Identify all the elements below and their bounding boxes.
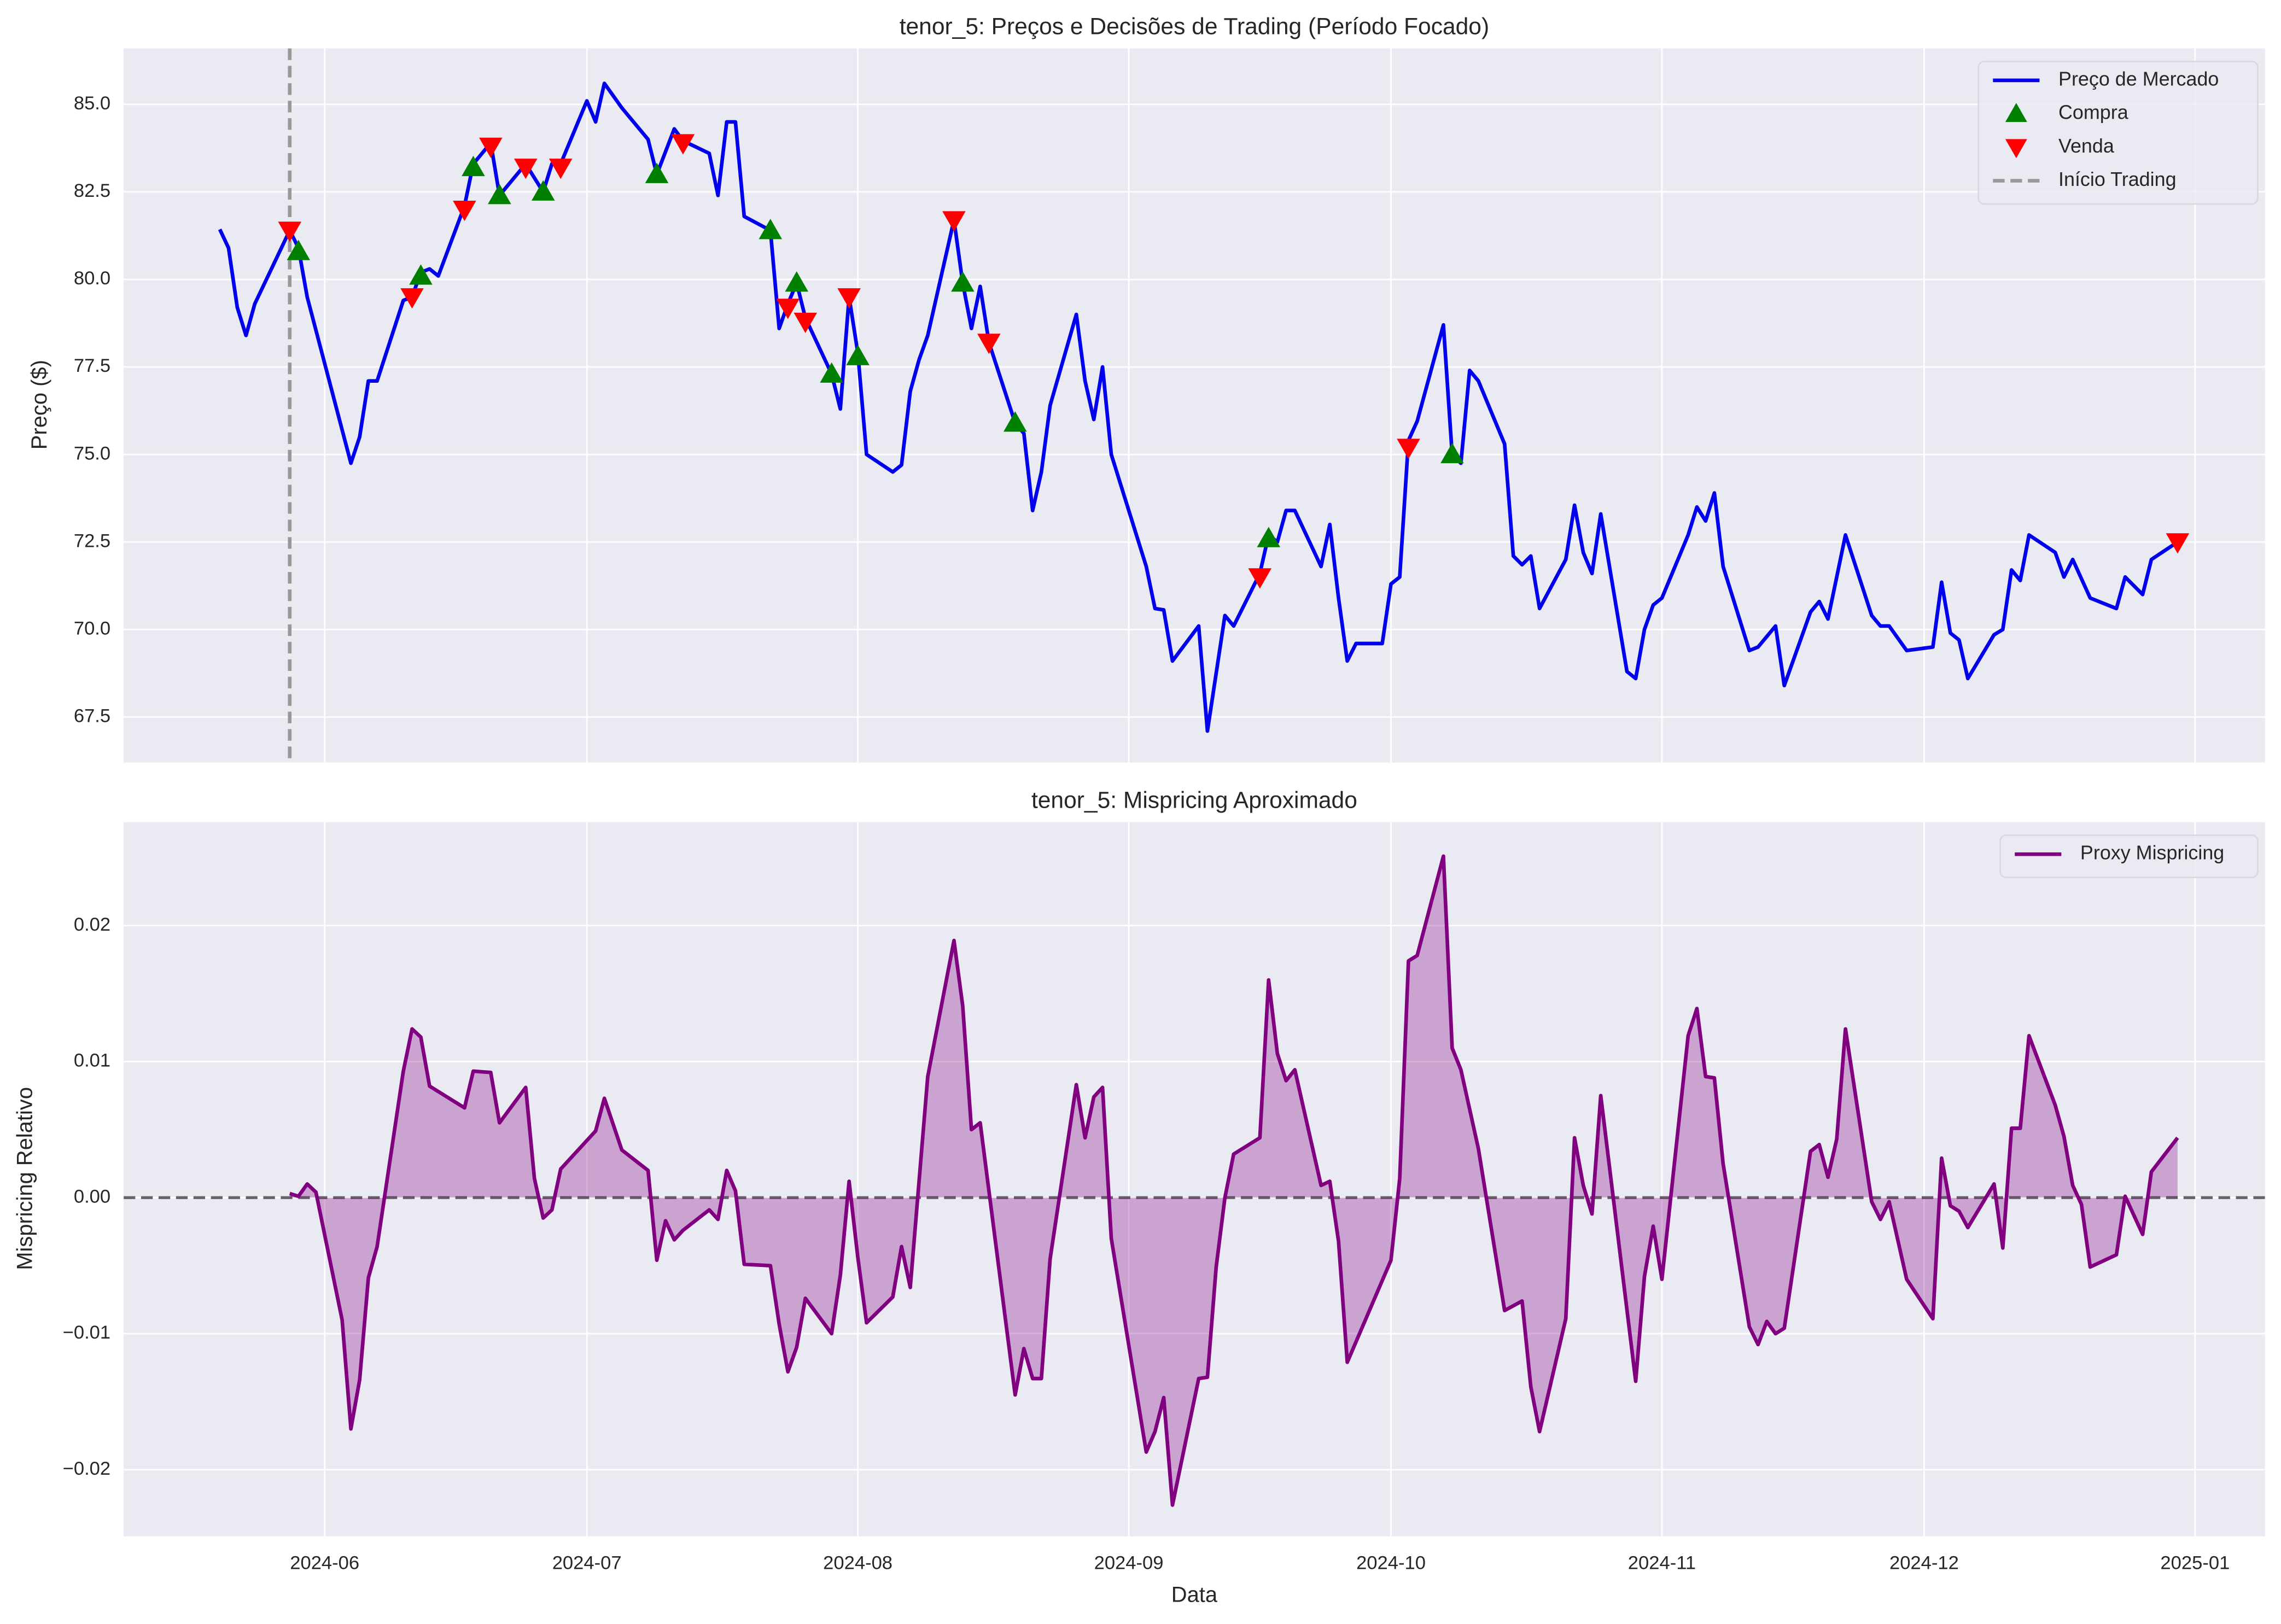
marker: [278, 221, 302, 242]
marker: [1004, 411, 1027, 432]
legend-box: [1977, 61, 2259, 205]
chart-title: tenor_5: Mispricing Aproximado: [1031, 787, 1357, 814]
x-tick-label: 2024-06: [290, 1552, 359, 1573]
marker: [645, 162, 669, 183]
legend-label: Proxy Mispricing: [2080, 842, 2224, 864]
legend-label: Venda: [2058, 135, 2114, 157]
line: [289, 854, 2179, 1507]
plot-marks: [218, 48, 2190, 763]
y-tick-label: −0.01: [63, 1322, 111, 1343]
marker: [453, 201, 476, 221]
y-tick-label: 75.0: [74, 443, 110, 464]
y-tick-label: 82.5: [74, 180, 110, 201]
marker: [759, 219, 783, 239]
marker: [794, 312, 817, 334]
marker: [977, 334, 1001, 354]
marker: [2166, 533, 2190, 554]
y-tick-label: 0.00: [74, 1186, 110, 1207]
legend-swatch: [2005, 103, 2027, 122]
marker: [287, 239, 311, 260]
x-tick-label: 2024-10: [1356, 1552, 1426, 1573]
marker: [942, 211, 966, 232]
legend-label: Início Trading: [2058, 168, 2177, 190]
x-tick-label: 2024-09: [1094, 1552, 1164, 1573]
y-tick-label: 0.02: [74, 914, 110, 935]
y-tick-label: 67.5: [74, 705, 110, 726]
x-tick-label: 2024-08: [823, 1552, 892, 1573]
y-axis-label: Mispricing Relativo: [13, 1087, 37, 1270]
y-tick-label: 80.0: [74, 268, 110, 289]
marker: [531, 180, 555, 201]
y-tick-label: 72.5: [74, 530, 110, 551]
y-tick-label: 70.0: [74, 618, 110, 639]
marker: [488, 184, 511, 205]
x-axis-label: Data: [1171, 1582, 1218, 1607]
marker: [514, 159, 538, 179]
marker: [671, 134, 695, 155]
marker: [820, 362, 843, 383]
marker: [951, 271, 975, 292]
marker: [479, 137, 503, 159]
x-tick-label: 2024-07: [552, 1552, 622, 1573]
marker: [549, 159, 573, 179]
marker: [1440, 442, 1464, 464]
x-tick-label: 2025-01: [2160, 1552, 2230, 1573]
x-tick-label: 2024-12: [1889, 1552, 1959, 1573]
marker: [776, 299, 800, 319]
marker: [837, 288, 861, 309]
legend-swatch: [2005, 139, 2027, 159]
y-tick-label: 77.5: [74, 355, 110, 376]
x-tick-label: 2024-11: [1628, 1552, 1696, 1573]
plot-area: [124, 822, 2265, 1537]
marker: [1397, 439, 1420, 459]
marker: [462, 155, 485, 177]
chart-title: tenor_5: Preços e Decisões de Trading (P…: [900, 13, 1489, 39]
y-axis-label: Preço ($): [27, 360, 51, 449]
legend-label: Preço de Mercado: [2058, 67, 2219, 90]
marker: [409, 264, 433, 285]
legend-box: [1999, 834, 2259, 879]
marker: [785, 271, 809, 292]
area-fill: [289, 856, 2178, 1505]
marker: [400, 288, 424, 309]
y-tick-label: 0.01: [74, 1050, 110, 1071]
plot-marks: [124, 854, 2265, 1507]
marker: [1248, 568, 1272, 589]
marker: [846, 344, 870, 365]
legend-label: Compra: [2058, 101, 2128, 124]
y-tick-label: 85.0: [74, 93, 110, 114]
y-tick-label: −0.02: [63, 1458, 111, 1479]
marker: [1257, 527, 1281, 547]
plot-area: [124, 48, 2265, 763]
